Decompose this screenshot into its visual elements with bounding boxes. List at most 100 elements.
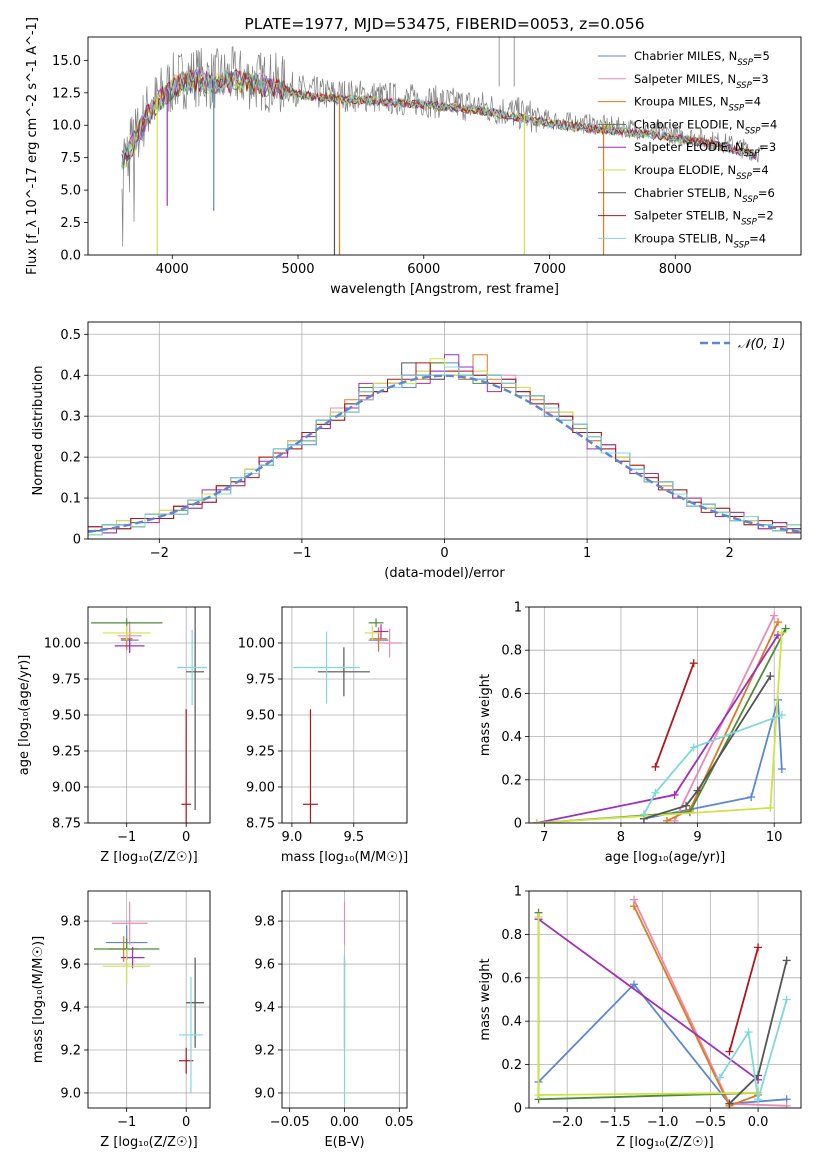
- y-tick-label: 9.50: [52, 709, 81, 724]
- x-tick-label: 8000: [659, 262, 692, 277]
- x-tick-label: 5000: [281, 262, 314, 277]
- x-tick-label: 7: [540, 830, 548, 845]
- x-tick-label: 4000: [156, 262, 189, 277]
- y-tick-label: 0.4: [501, 730, 522, 745]
- chart-title: PLATE=1977, MJD=53475, FIBERID=0053, z=0…: [244, 15, 644, 33]
- x-tick-label: 0: [182, 1115, 190, 1130]
- x-tick-label: −1: [117, 1115, 136, 1130]
- legend-label: 𝒩(0, 1): [738, 337, 785, 352]
- weight-line: [643, 714, 783, 815]
- y-tick-label: 0.0: [60, 249, 81, 264]
- legend-label: Chabrier STELIB, NSSP=6: [634, 186, 775, 205]
- y-tick-label: 0.8: [501, 928, 522, 943]
- axes-frame: [528, 606, 802, 824]
- panel-mass_vs_Z: −1 0 9.0 9.2 9.4 9.6 9.8 Z [log₁₀(Z/Z☉)] mass [l…: [31, 890, 211, 1150]
- x-axis-label: Z [log₁₀(Z/Z☉)]: [616, 1135, 713, 1150]
- legend-label: Salpeter MILES, NSSP=3: [634, 72, 769, 91]
- x-axis-label: Z [log₁₀(Z/Z☉)]: [100, 850, 197, 865]
- legend-label: Salpeter ELODIE, NSSP=3: [634, 140, 776, 159]
- y-tick-label: 9.4: [254, 1001, 275, 1016]
- y-tick-label: 0.8: [501, 644, 522, 659]
- y-tick-label: 5.0: [60, 184, 81, 199]
- y-tick-label: 9.6: [60, 958, 81, 973]
- x-tick-label: 2: [726, 546, 734, 561]
- y-tick-label: 9.8: [60, 915, 81, 930]
- y-tick-label: 9.6: [254, 958, 275, 973]
- x-tick-label: −1.0: [647, 1115, 679, 1130]
- x-tick-label: −2: [150, 546, 169, 561]
- x-tick-label: 9.5: [343, 830, 364, 845]
- y-tick-label: 9.0: [254, 1086, 275, 1101]
- weight-line: [728, 947, 759, 1052]
- panel-age_vs_mass: 9.0 9.5 8.75 9.00 9.25 9.50 9.75 10.00 mass [log…: [238, 606, 408, 865]
- x-tick-label: 0.05: [385, 1115, 414, 1130]
- panel-residuals: −2 −1 0 1 2 0 0.1 0.2 0.3 0.4 0.5 (data-model)/erro…: [31, 321, 802, 581]
- legend-label: Kroupa MILES, NSSP=4: [634, 95, 761, 114]
- y-tick-label: 0.5: [60, 328, 81, 343]
- x-axis-label: mass [log₁₀(M/M☉)]: [281, 850, 408, 865]
- model-fit-line: [121, 68, 757, 171]
- x-tick-label: 0.0: [748, 1115, 769, 1130]
- y-tick-label: 9.50: [246, 709, 275, 724]
- panel-weight_vs_Z: −2.0 −1.5 −1.0 −0.5 0.0 0 0.2 0.4 0.6 0.8 1 Z [log₁…: [478, 885, 802, 1150]
- histogram-step-line: [88, 354, 801, 534]
- y-tick-label: 9.4: [60, 1001, 81, 1016]
- x-tick-label: −1.5: [599, 1115, 631, 1130]
- y-tick-label: 9.2: [60, 1043, 81, 1058]
- x-tick-label: 10: [766, 830, 783, 845]
- y-tick-label: 9.0: [60, 1086, 81, 1101]
- weight-line: [719, 999, 788, 1100]
- x-tick-label: −2.0: [551, 1115, 583, 1130]
- x-axis-label: Z [log₁₀(Z/Z☉)]: [100, 1135, 197, 1150]
- legend: Chabrier MILES, NSSP=5 Salpeter MILES, NS…: [598, 49, 777, 250]
- x-tick-label: 6000: [407, 262, 440, 277]
- weight-line: [633, 905, 759, 1107]
- y-tick-label: 0: [73, 533, 81, 548]
- y-tick-label: 0.2: [501, 1058, 522, 1073]
- weight-line: [643, 699, 783, 820]
- plot-area-residuals: [88, 354, 801, 536]
- x-tick-label: 0: [182, 830, 190, 845]
- plot-area-age_vs_Z: [90, 607, 208, 823]
- x-axis-label: E(B-V): [324, 1135, 364, 1150]
- panel-spectrum: 4000 5000 6000 7000 8000 0.0 2.5 5.0 7.5 10.0 12.5…: [25, 15, 802, 297]
- model-fit-line: [121, 69, 756, 167]
- legend-label: Salpeter STELIB, NSSP=2: [634, 209, 774, 228]
- y-tick-label: 0: [514, 1102, 522, 1117]
- y-tick-label: 1: [514, 885, 522, 900]
- y-tick-label: 0.6: [501, 971, 522, 986]
- y-tick-label: 10.00: [238, 637, 275, 652]
- x-axis-label: age [log₁₀(age/yr)]: [605, 850, 726, 865]
- x-tick-label: 8: [617, 830, 625, 845]
- x-axis-label: (data-model)/error: [384, 566, 505, 581]
- x-tick-label: 0.00: [330, 1115, 359, 1130]
- y-tick-label: 9.00: [246, 781, 275, 796]
- y-axis-label: Normed distribution: [31, 366, 46, 496]
- y-axis-label: Flux [f_λ 10^-17 erg cm^-2 s^-1 A^-1]: [25, 17, 40, 275]
- y-tick-label: 1: [514, 601, 522, 616]
- x-tick-label: 9.0: [282, 830, 303, 845]
- x-tick-label: −0.05: [270, 1115, 310, 1130]
- x-tick-label: −1: [292, 546, 311, 561]
- y-tick-label: 0.2: [60, 451, 81, 466]
- plot-area-spectrum: [121, 37, 764, 255]
- y-tick-label: 9.25: [52, 745, 81, 760]
- y-tick-label: 2.5: [60, 216, 81, 231]
- y-tick-label: 10.0: [52, 119, 81, 134]
- axes-frame: [87, 890, 211, 1109]
- y-tick-label: 0: [514, 817, 522, 832]
- panel-weight_vs_age: 7 8 9 10 0 0.2 0.4 0.6 0.8 1 age [log₁₀(age/yr)] ma…: [478, 601, 802, 865]
- axes-frame: [87, 36, 802, 256]
- y-tick-label: 9.00: [52, 781, 81, 796]
- y-tick-label: 0.4: [60, 369, 81, 384]
- legend: 𝒩(0, 1): [700, 337, 785, 352]
- y-axis-label: mass weight: [478, 674, 493, 756]
- y-axis-label: mass [log₁₀(M/M☉)]: [31, 936, 46, 1063]
- weight-line: [537, 918, 759, 1081]
- x-tick-label: 9: [693, 830, 701, 845]
- y-tick-label: 9.75: [246, 673, 275, 688]
- y-tick-label: 7.5: [60, 151, 81, 166]
- y-tick-label: 9.75: [52, 673, 81, 688]
- y-axis-label: age [log₁₀(age/yr)]: [17, 655, 32, 776]
